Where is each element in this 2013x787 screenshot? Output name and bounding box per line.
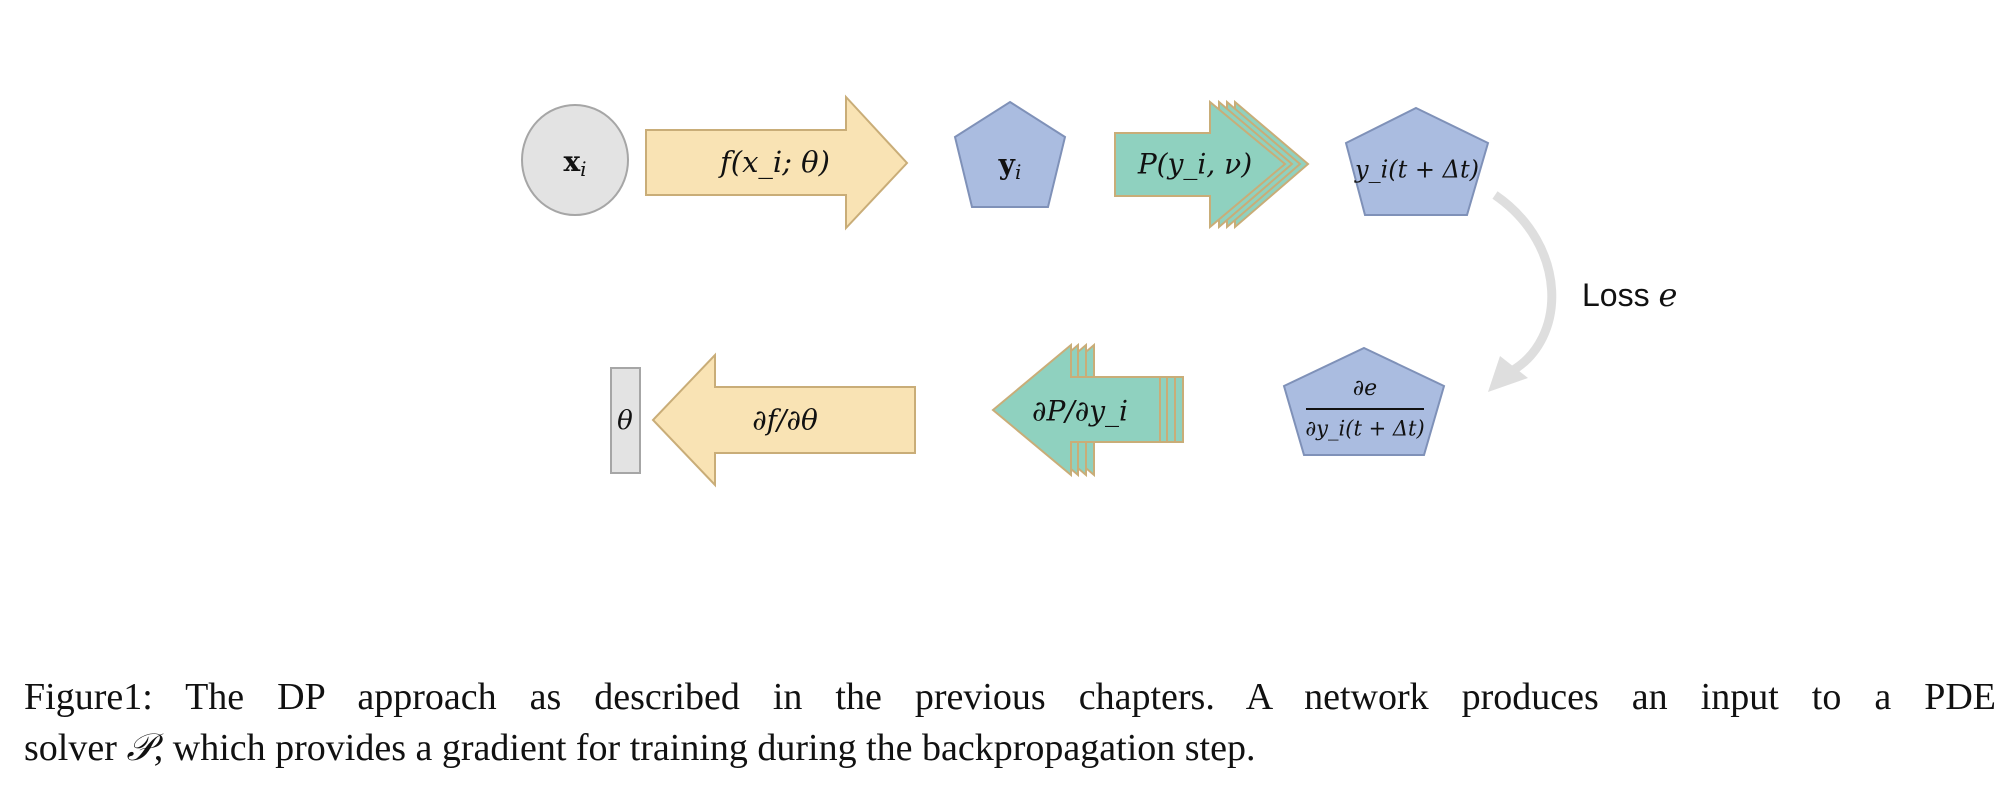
loss-arrowhead: [1488, 356, 1528, 392]
loss-arrow: [1488, 191, 1557, 392]
solver-symbol: 𝒫: [126, 725, 154, 769]
gradient-denominator: ∂y_i(t + Δt): [1305, 417, 1424, 441]
solver-arrow: P(y_i, ν): [1114, 99, 1310, 230]
param-node-theta: θ: [610, 367, 641, 474]
gradient-numerator: ∂e: [1353, 376, 1377, 401]
input-node-xi: xi: [521, 104, 629, 216]
caption-line-1: Figure1: The DP approach as described in…: [24, 676, 1996, 718]
network-arrow: f(x_i; θ): [645, 94, 909, 231]
dp-diagram: xi f(x_i; θ) yi P(y_i, ν) y_i(t + Δt) Lo…: [521, 94, 1677, 488]
loss-label: Loss e: [1582, 276, 1677, 314]
next-state-node: y_i(t + Δt): [1344, 106, 1490, 216]
caption-line-2: solver 𝒫, which provides a gradient for …: [24, 722, 1996, 773]
output-node-yi: yi: [953, 100, 1067, 208]
network-grad-label: ∂f/∂θ: [752, 404, 818, 437]
param-label: θ: [617, 406, 633, 436]
figure-caption: Figure1: The DP approach as described in…: [24, 672, 1996, 773]
svg-text:xi: xi: [563, 145, 586, 181]
network-grad-arrow: ∂f/∂θ: [651, 352, 916, 488]
caption-line-2-end: , which provides a gradient for training…: [153, 727, 1256, 769]
svg-text:yi: yi: [998, 148, 1022, 184]
gradient-node: ∂e ∂y_i(t + Δt): [1282, 346, 1446, 456]
network-arrow-label: f(x_i; θ): [718, 145, 830, 180]
caption-line-2-start: solver: [24, 727, 127, 769]
solver-arrow-label: P(y_i, ν): [1137, 148, 1252, 181]
next-state-label: y_i(t + Δt): [1354, 156, 1479, 184]
solver-grad-arrow: ∂P/∂y_i: [991, 342, 1184, 478]
solver-grad-label: ∂P/∂y_i: [1032, 395, 1128, 428]
